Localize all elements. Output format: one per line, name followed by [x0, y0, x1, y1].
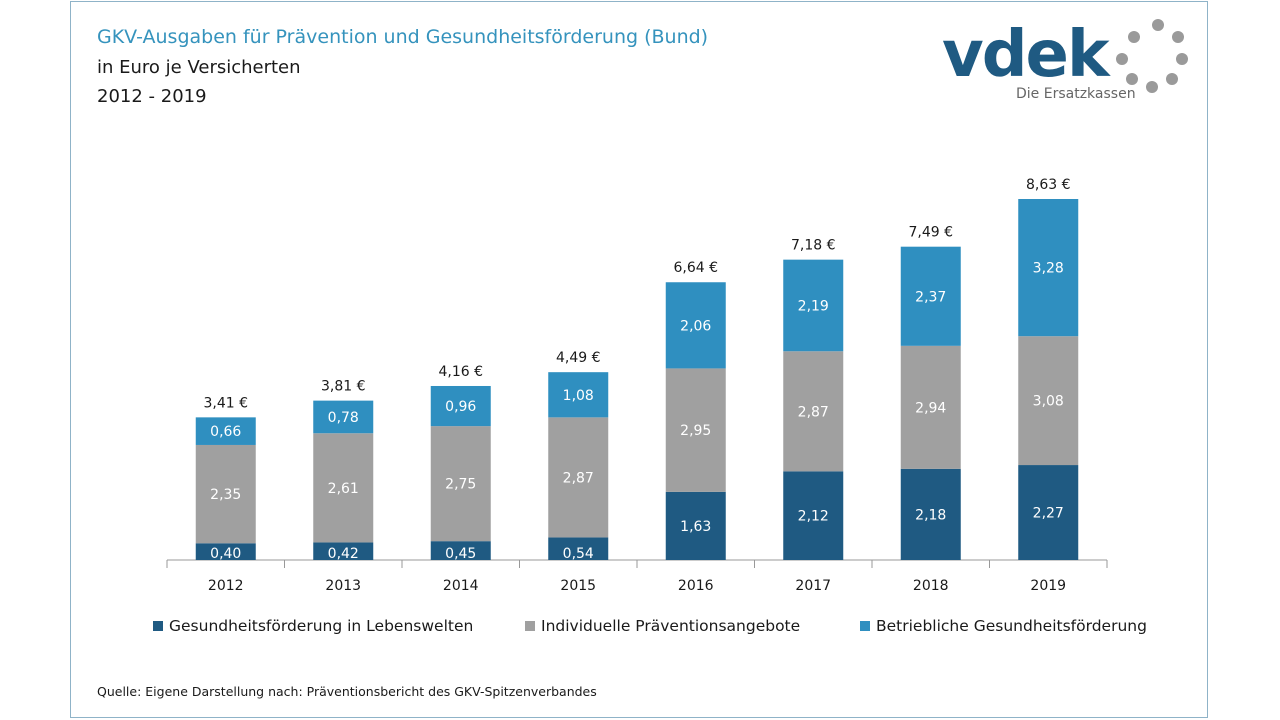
bar-label-lebenswelten-2014: 0,45	[445, 546, 476, 562]
bar-label-lebenswelten-2017: 2,12	[798, 509, 829, 525]
bar-individuell-2017	[783, 351, 844, 472]
bar-label-individuell-2017: 2,87	[798, 404, 829, 420]
bar-lebenswelten-2013	[313, 542, 374, 560]
chart-frame	[70, 1, 1208, 718]
bar-individuell-2015	[548, 417, 609, 538]
x-tick-label-2019: 2019	[1030, 578, 1066, 594]
bar-betrieblich-2018	[900, 246, 961, 346]
bar-individuell-2012	[195, 444, 256, 544]
bar-individuell-2014	[430, 426, 491, 542]
legend-label-individuell: Individuelle Präventionsangebote	[541, 617, 801, 635]
legend-item-betrieblich: Betriebliche Gesundheitsförderung	[860, 617, 1147, 635]
bar-lebenswelten-2016	[665, 491, 726, 560]
bar-label-individuell-2014: 2,75	[445, 477, 476, 493]
bar-betrieblich-2019	[1018, 199, 1079, 337]
total-label-2015: 4,49 €	[556, 350, 601, 366]
total-label-2013: 3,81 €	[321, 379, 366, 395]
chart-title: GKV-Ausgaben für Prävention und Gesundhe…	[97, 26, 709, 48]
bar-label-betrieblich-2012: 0,66	[210, 424, 241, 440]
bar-betrieblich-2016	[665, 282, 726, 369]
bar-label-betrieblich-2019: 3,28	[1033, 261, 1064, 277]
x-tick-label-2016: 2016	[678, 578, 714, 594]
bar-lebenswelten-2017	[783, 471, 844, 560]
bar-individuell-2019	[1018, 336, 1079, 466]
legend-swatch-lebenswelten	[153, 621, 163, 631]
bar-lebenswelten-2018	[900, 468, 961, 560]
bar-betrieblich-2017	[783, 259, 844, 352]
bar-betrieblich-2013	[313, 400, 374, 434]
bar-lebenswelten-2019	[1018, 465, 1079, 560]
logo-tagline: Die Ersatzkassen	[1016, 86, 1136, 102]
logo-wordmark: vdek	[942, 18, 1111, 92]
bar-label-lebenswelten-2013: 0,42	[328, 546, 359, 562]
bar-label-betrieblich-2017: 2,19	[798, 298, 829, 314]
bar-betrieblich-2014	[430, 385, 491, 427]
legend-item-lebenswelten: Gesundheitsförderung in Lebenswelten	[153, 617, 473, 635]
legend-item-individuell: Individuelle Präventionsangebote	[525, 617, 800, 635]
bar-individuell-2016	[665, 368, 726, 492]
x-tick-label-2014: 2014	[443, 578, 479, 594]
bar-label-betrieblich-2018: 2,37	[915, 289, 946, 305]
bar-lebenswelten-2012	[195, 543, 256, 560]
x-tick-label-2013: 2013	[325, 578, 361, 594]
chart-subtitle: in Euro je Versicherten	[97, 57, 301, 78]
x-tick-label-2015: 2015	[560, 578, 596, 594]
bar-individuell-2013	[313, 433, 374, 543]
bar-label-individuell-2018: 2,94	[915, 400, 946, 416]
bar-label-lebenswelten-2012: 0,40	[210, 546, 241, 562]
x-tick-label-2012: 2012	[208, 578, 244, 594]
bar-betrieblich-2015	[548, 372, 609, 418]
vdek-logo: vdek Die Ersatzkassen	[942, 18, 1188, 102]
bar-label-betrieblich-2015: 1,08	[563, 388, 594, 404]
legend-label-lebenswelten: Gesundheitsförderung in Lebenswelten	[169, 617, 474, 635]
total-label-2012: 3,41 €	[203, 395, 248, 411]
total-label-2018: 7,49 €	[908, 225, 953, 241]
bar-individuell-2018	[900, 345, 961, 469]
total-label-2019: 8,63 €	[1026, 177, 1071, 193]
legend-swatch-individuell	[525, 621, 535, 631]
bar-label-individuell-2012: 2,35	[210, 487, 241, 503]
source-note: Quelle: Eigene Darstellung nach: Prävent…	[97, 684, 597, 699]
total-label-2014: 4,16 €	[438, 364, 483, 380]
total-label-2017: 7,18 €	[791, 238, 836, 254]
legend-label-betrieblich: Betriebliche Gesundheitsförderung	[876, 617, 1147, 635]
bar-label-lebenswelten-2018: 2,18	[915, 507, 946, 523]
bar-betrieblich-2012	[195, 417, 256, 445]
bar-label-individuell-2013: 2,61	[328, 481, 359, 497]
bar-label-betrieblich-2016: 2,06	[680, 318, 711, 334]
chart-period: 2012 - 2019	[97, 86, 207, 107]
total-label-2016: 6,64 €	[673, 260, 718, 276]
x-tick-label-2018: 2018	[913, 578, 949, 594]
bar-lebenswelten-2014	[430, 541, 491, 560]
bar-label-lebenswelten-2015: 0,54	[563, 546, 594, 562]
bar-label-lebenswelten-2016: 1,63	[680, 519, 711, 535]
bar-label-lebenswelten-2019: 2,27	[1033, 506, 1064, 522]
bar-lebenswelten-2015	[548, 537, 609, 560]
x-tick-label-2017: 2017	[795, 578, 831, 594]
bar-label-betrieblich-2014: 0,96	[445, 399, 476, 415]
bar-label-individuell-2015: 2,87	[563, 470, 594, 486]
bar-label-betrieblich-2013: 0,78	[328, 410, 359, 426]
logo-circle-icon	[1116, 19, 1188, 93]
legend-swatch-betrieblich	[860, 621, 870, 631]
bar-label-individuell-2016: 2,95	[680, 423, 711, 439]
bar-label-individuell-2019: 3,08	[1033, 394, 1064, 410]
